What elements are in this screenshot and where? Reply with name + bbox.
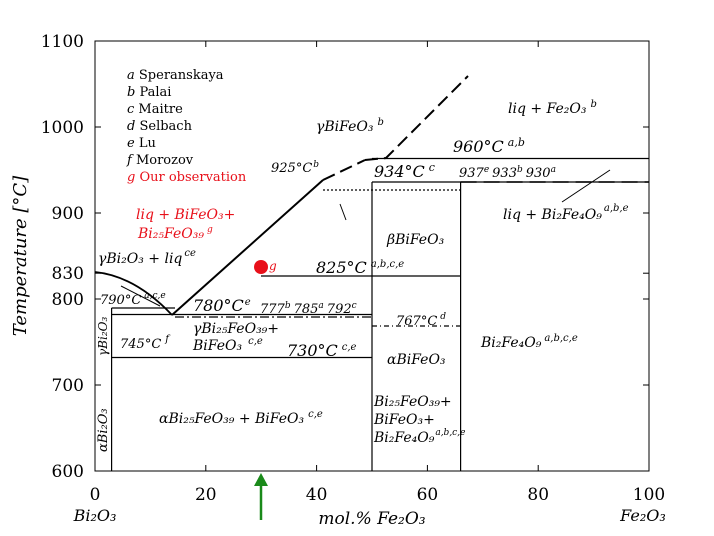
y-tick-labels: 600 700 800 830 900 1000 1100 bbox=[41, 32, 84, 482]
leader-790 bbox=[120, 285, 161, 307]
label-mix-line1: Bi₂₅FeO₃₉+ bbox=[373, 394, 452, 410]
label-liq-bi2fe4o9: liq + Bi₂Fe₄O₉ a,b,e bbox=[503, 203, 629, 223]
label-937-933-930: 937e 933b 930a bbox=[459, 165, 556, 181]
x-tick-80: 80 bbox=[527, 485, 549, 505]
y-tick-800: 800 bbox=[52, 290, 84, 310]
observation-dot bbox=[254, 260, 268, 274]
y-axis-title: Temperature [°C] bbox=[10, 175, 31, 336]
label-gamma-bi2o3-liq: γBi₂O₃ + liq ce bbox=[98, 248, 196, 267]
label-red-line1: liq + BiFeO₃+ bbox=[136, 207, 235, 223]
legend-item-g: g Our observation bbox=[127, 170, 247, 185]
x-tick-labels: 0 20 40 60 80 100 bbox=[90, 485, 666, 505]
label-934: 934°C c bbox=[374, 161, 435, 181]
label-dot-g: g bbox=[269, 259, 277, 273]
label-alpha-bi25: αBi₂₅FeO₃₉ + BiFeO₃ c,e bbox=[159, 409, 323, 427]
legend-item-f: f Morozov bbox=[126, 153, 194, 168]
leader-930 bbox=[561, 169, 611, 203]
label-bi2fe4o9: Bi₂Fe₄O₉ a,b,c,e bbox=[480, 333, 578, 351]
leader-red-label bbox=[339, 203, 347, 221]
legend: a Speranskaya b Palai c Maitre d Selbach… bbox=[126, 68, 247, 185]
label-767: 767°C d bbox=[396, 312, 446, 329]
label-730: 730°C c,e bbox=[287, 341, 357, 360]
label-825: 825°C a,b,c,e bbox=[316, 258, 404, 277]
x-tick-60: 60 bbox=[417, 485, 439, 505]
legend-item-d: d Selbach bbox=[127, 119, 193, 134]
label-745: 745°C f bbox=[120, 334, 171, 352]
x-ticks bbox=[205, 41, 539, 471]
liquidus-bi2o3-curve bbox=[94, 271, 173, 316]
legend-item-c: c Maitre bbox=[127, 102, 183, 117]
legend-item-b: b Palai bbox=[127, 85, 171, 100]
x-axis-title: mol.% Fe₂O₃ bbox=[318, 509, 425, 529]
label-gamma-bi25-line1: γBi₂₅FeO₃₉+ bbox=[193, 321, 279, 337]
phase-lines bbox=[94, 75, 649, 471]
label-780: 780°Ce bbox=[193, 296, 251, 315]
x-tick-100: 100 bbox=[633, 485, 665, 505]
label-gamma-bi2o3-vertical: γBi₂O₃ bbox=[96, 317, 110, 356]
y-tick-1100: 1100 bbox=[41, 32, 84, 52]
legend-item-a: a Speranskaya bbox=[127, 68, 224, 83]
label-gamma-bi25-line2: BiFeO₃ c,e bbox=[192, 336, 263, 354]
label-beta-bifeo3: βBiFeO₃ bbox=[386, 232, 445, 248]
label-790: 790°C a,c,e bbox=[100, 291, 166, 308]
y-tick-830: 830 bbox=[52, 264, 84, 284]
phase-labels: liq + Fe₂O₃ b 960°C a,b γBiFeO₃ b 925°Cb 93… bbox=[96, 99, 629, 452]
observation-arrow bbox=[254, 473, 268, 520]
x-tick-40: 40 bbox=[306, 485, 328, 505]
legend-item-e: e Lu bbox=[127, 136, 156, 151]
label-alpha-bi2o3-vertical: αBi₂O₃ bbox=[96, 408, 111, 452]
y-tick-600: 600 bbox=[52, 462, 84, 482]
label-960: 960°C a,b bbox=[453, 136, 525, 156]
label-gamma-bifeo3: γBiFeO₃ b bbox=[316, 117, 384, 135]
label-mix-line3: Bi₂Fe₄O₉a,b,c,e bbox=[373, 428, 465, 446]
y-tick-900: 900 bbox=[52, 204, 84, 224]
label-mix-line2: BiFeO₃+ bbox=[373, 412, 435, 428]
label-liq-fe2o3: liq + Fe₂O₃ b bbox=[508, 99, 597, 117]
label-777-785-792: 777b 785a 792c bbox=[260, 301, 357, 317]
x-end-label-bi2o3: Bi₂O₃ bbox=[73, 506, 117, 525]
x-tick-20: 20 bbox=[195, 485, 217, 505]
x-end-label-fe2o3: Fe₂O₃ bbox=[619, 506, 666, 525]
label-alpha-bifeo3: αBiFeO₃ bbox=[387, 352, 446, 368]
y-tick-1000: 1000 bbox=[41, 118, 84, 138]
label-red-line2: Bi₂₅FeO₃₉ g bbox=[137, 225, 213, 242]
label-925: 925°Cb bbox=[271, 160, 319, 176]
liquidus-dashed-1 bbox=[322, 159, 366, 181]
liquidus-dashed-2 bbox=[364, 75, 469, 161]
liquidus-bifeo3-line bbox=[171, 179, 324, 316]
y-tick-700: 700 bbox=[52, 376, 84, 396]
x-tick-0: 0 bbox=[90, 485, 101, 505]
